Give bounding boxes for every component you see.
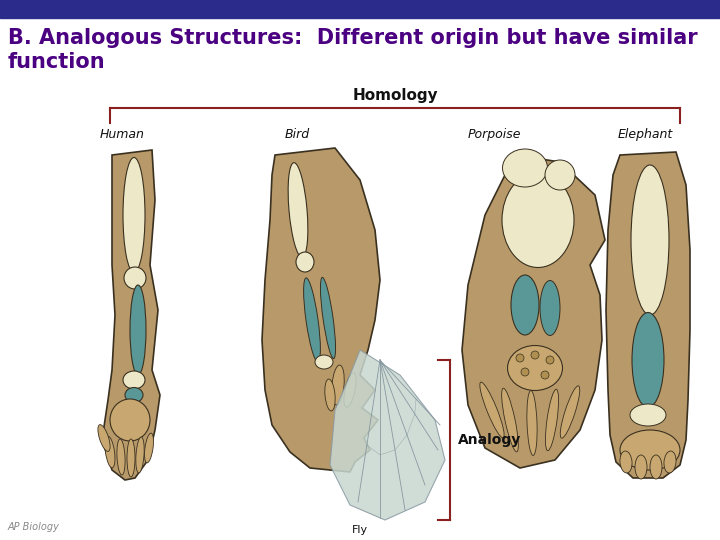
- Ellipse shape: [110, 399, 150, 441]
- Ellipse shape: [620, 430, 680, 470]
- Ellipse shape: [664, 451, 676, 473]
- Ellipse shape: [540, 280, 560, 335]
- Ellipse shape: [560, 386, 580, 438]
- Ellipse shape: [332, 365, 344, 405]
- Ellipse shape: [521, 368, 529, 376]
- Ellipse shape: [516, 354, 524, 362]
- Ellipse shape: [344, 373, 356, 407]
- Ellipse shape: [288, 163, 308, 258]
- Ellipse shape: [503, 149, 547, 187]
- Ellipse shape: [480, 382, 504, 438]
- Ellipse shape: [117, 439, 125, 475]
- Ellipse shape: [136, 437, 144, 473]
- Text: B. Analogous Structures:  Different origin but have similar: B. Analogous Structures: Different origi…: [8, 28, 698, 48]
- Ellipse shape: [632, 313, 664, 408]
- Ellipse shape: [124, 267, 146, 289]
- Ellipse shape: [546, 356, 554, 364]
- Polygon shape: [462, 155, 605, 468]
- Ellipse shape: [545, 160, 575, 190]
- Ellipse shape: [630, 404, 666, 426]
- Polygon shape: [606, 152, 690, 478]
- Polygon shape: [102, 150, 160, 480]
- Polygon shape: [330, 350, 445, 520]
- Text: Porpoise: Porpoise: [468, 128, 521, 141]
- Ellipse shape: [502, 172, 574, 267]
- Ellipse shape: [98, 424, 110, 451]
- Ellipse shape: [320, 278, 336, 359]
- Ellipse shape: [511, 275, 539, 335]
- Ellipse shape: [531, 351, 539, 359]
- Ellipse shape: [631, 165, 669, 315]
- Ellipse shape: [315, 355, 333, 369]
- Ellipse shape: [123, 371, 145, 389]
- Ellipse shape: [527, 390, 537, 455]
- FancyBboxPatch shape: [0, 0, 720, 18]
- Text: Homology: Homology: [352, 88, 438, 103]
- Ellipse shape: [105, 436, 115, 468]
- Ellipse shape: [635, 455, 647, 479]
- Ellipse shape: [130, 285, 146, 375]
- Ellipse shape: [296, 252, 314, 272]
- Ellipse shape: [620, 451, 632, 473]
- Ellipse shape: [650, 455, 662, 479]
- Ellipse shape: [502, 388, 518, 452]
- Ellipse shape: [123, 158, 145, 273]
- Text: Fly: Fly: [352, 525, 368, 535]
- Text: Elephant: Elephant: [618, 128, 673, 141]
- Ellipse shape: [546, 389, 559, 451]
- Polygon shape: [262, 148, 380, 472]
- Text: Analogy: Analogy: [458, 433, 521, 447]
- Ellipse shape: [325, 379, 336, 411]
- Text: Human: Human: [100, 128, 145, 141]
- Ellipse shape: [125, 388, 143, 402]
- Ellipse shape: [541, 371, 549, 379]
- Ellipse shape: [127, 439, 135, 477]
- Ellipse shape: [508, 346, 562, 390]
- Text: AP Biology: AP Biology: [8, 522, 60, 532]
- Ellipse shape: [145, 433, 153, 463]
- Text: Bird: Bird: [285, 128, 310, 141]
- Text: function: function: [8, 52, 106, 72]
- Ellipse shape: [304, 278, 320, 362]
